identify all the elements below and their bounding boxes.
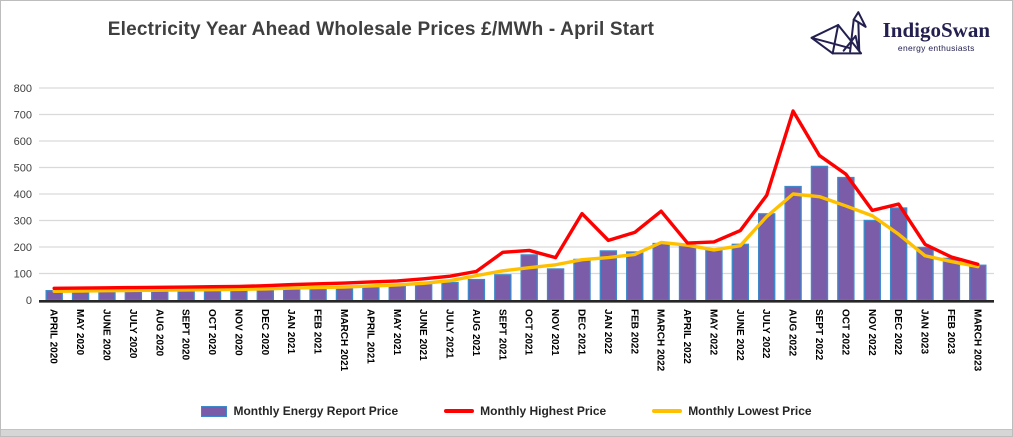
x-axis-label: SEPT 2022: [813, 309, 824, 361]
window-bottom-edge: [1, 429, 1012, 436]
x-axis-label: NOV 2022: [866, 309, 877, 356]
x-axis-label: DEC 2022: [892, 309, 903, 356]
x-axis-label: APRIL 2020: [48, 309, 59, 364]
x-axis-label: FEB 2023: [945, 309, 956, 354]
x-axis-label: AUG 2022: [787, 309, 798, 357]
x-axis-label: MARCH 2023: [971, 309, 982, 372]
bar: [441, 281, 459, 301]
x-axis-label: NOV 2021: [549, 309, 560, 356]
x-axis-label: JAN 2022: [602, 309, 613, 354]
bar: [494, 274, 512, 301]
x-axis-label: MARCH 2021: [338, 309, 349, 372]
y-axis-tick-label: 100: [14, 269, 32, 281]
x-axis-label: AUG 2021: [470, 309, 481, 357]
x-axis-label: JULY 2021: [444, 309, 455, 359]
logo-text: IndigoSwan energy enthusiasts: [882, 17, 990, 53]
x-axis-label: JUNE 2020: [100, 309, 111, 361]
logo-name: IndigoSwan: [882, 17, 990, 42]
lowest-price-swatch-icon: [652, 409, 683, 413]
report-price-swatch-icon: [201, 405, 228, 417]
bar: [546, 268, 565, 301]
bar: [969, 264, 987, 301]
lowest-price-line: [52, 192, 980, 293]
y-axis-tick-label: 600: [14, 136, 32, 148]
x-axis-label: JULY 2022: [760, 309, 771, 359]
bar: [731, 243, 750, 301]
bar: [309, 286, 327, 301]
x-axis-label: APRIL 2021: [364, 309, 375, 364]
x-axis-label: OCT 2021: [523, 309, 534, 356]
bar: [335, 286, 354, 301]
x-axis-label: JULY 2020: [127, 309, 138, 359]
legend-label: Monthly Lowest Price: [688, 404, 812, 418]
x-axis-label: AUG 2020: [153, 309, 164, 357]
legend-label: Monthly Highest Price: [480, 404, 607, 418]
legend-item-lowest-price: Monthly Lowest Price: [652, 404, 812, 418]
x-axis-label: MAY 2022: [707, 309, 718, 356]
y-axis-tick-label: 200: [14, 242, 32, 254]
x-axis-label: MAY 2021: [391, 309, 402, 356]
y-axis-tick-label: 400: [14, 189, 32, 201]
bar: [757, 213, 776, 301]
chart-title: Electricity Year Ahead Wholesale Prices …: [107, 19, 655, 40]
bar: [388, 284, 406, 301]
bar: [810, 165, 829, 301]
bar: [467, 278, 486, 301]
chart-legend: Monthly Energy Report Price Monthly High…: [1, 404, 1012, 418]
bar: [414, 282, 433, 301]
bar: [863, 219, 881, 301]
bar: [652, 242, 670, 301]
bar: [705, 249, 723, 301]
origami-swan-icon: [807, 7, 873, 65]
bar: [520, 254, 538, 301]
x-axis-label: OCT 2020: [206, 309, 217, 356]
x-axis-label: APRIL 2022: [681, 309, 692, 364]
x-axis-label: FEB 2022: [628, 309, 639, 354]
y-axis-tick-label: 300: [14, 216, 32, 228]
wholesale-prices-chart: 0 100 200 300 400 500 600 700 800 APRIL 2020 MAY 2…: [14, 83, 994, 372]
x-axis-label: NOV 2020: [232, 309, 243, 356]
x-axis-label: SEPT 2021: [496, 309, 507, 361]
bar: [784, 185, 802, 301]
bar: [678, 244, 697, 301]
indigoswan-logo: IndigoSwan energy enthusiasts: [807, 7, 990, 65]
legend-item-highest-price: Monthly Highest Price: [444, 404, 606, 418]
logo-tagline: energy enthusiasts: [897, 42, 975, 53]
y-axis-tick-label: 700: [14, 110, 32, 122]
x-axis-label: OCT 2022: [839, 309, 850, 356]
x-axis-label: DEC 2020: [259, 309, 270, 356]
x-axis-label: SEPT 2020: [180, 309, 191, 361]
x-axis-label: JAN 2021: [285, 309, 296, 354]
x-axis-label: FEB 2021: [312, 309, 323, 354]
x-axis-label: DEC 2021: [575, 309, 586, 356]
y-axis-tick-label: 0: [26, 295, 32, 307]
x-axis-label: JUNE 2021: [417, 309, 428, 361]
bar: [573, 258, 591, 301]
y-axis-tick-label: 800: [14, 83, 32, 95]
legend-item-report-price: Monthly Energy Report Price: [201, 404, 398, 418]
bar: [889, 207, 908, 301]
bar: [626, 251, 644, 301]
legend-label: Monthly Energy Report Price: [233, 404, 399, 418]
y-axis-tick-label: 500: [14, 163, 32, 175]
bar: [837, 176, 855, 301]
highest-price-swatch-icon: [444, 409, 475, 413]
x-axis-label: JAN 2023: [919, 309, 930, 354]
x-axis-label: JUNE 2022: [734, 309, 745, 361]
x-axis-label: MAY 2020: [74, 309, 85, 356]
x-axis-label: MARCH 2022: [655, 309, 666, 372]
highest-price-line: [52, 109, 980, 291]
bar: [942, 257, 961, 301]
